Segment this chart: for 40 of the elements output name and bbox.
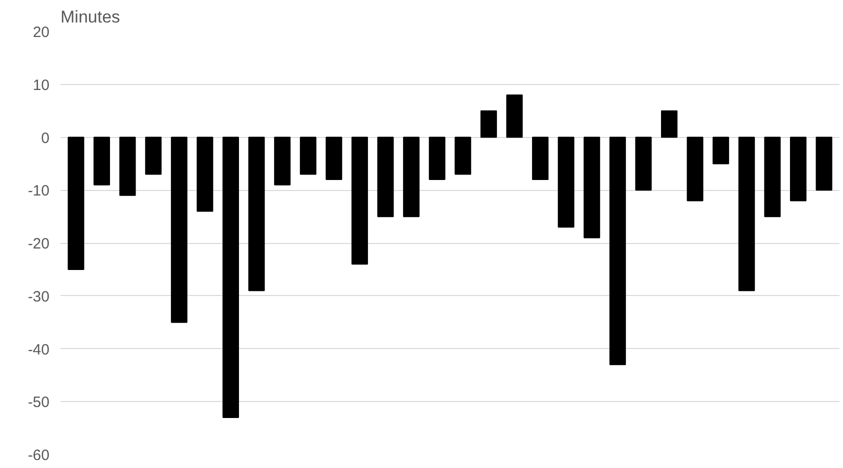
- bar: [248, 136, 265, 292]
- bar: [635, 136, 652, 191]
- y-tick-label: -60: [28, 447, 50, 464]
- bar: [661, 110, 678, 138]
- y-tick-label: -30: [28, 288, 50, 306]
- y-tick-label: 0: [41, 130, 50, 147]
- bar: [170, 136, 188, 323]
- bar: [428, 136, 446, 180]
- bar: [119, 136, 136, 196]
- bar: [377, 136, 394, 218]
- bar: [532, 136, 549, 180]
- bar: [686, 136, 704, 202]
- bar: [94, 136, 110, 186]
- bar: [790, 136, 806, 202]
- bar: [506, 94, 523, 138]
- bar: [454, 136, 472, 175]
- bar: [196, 136, 214, 212]
- bar: [222, 136, 239, 418]
- bar: [68, 136, 84, 270]
- bar: [326, 136, 342, 180]
- bar: [738, 136, 755, 292]
- bar: [609, 136, 626, 366]
- y-tick-label: -40: [28, 341, 50, 358]
- bar: [584, 136, 600, 238]
- y-tick-label: 10: [32, 76, 50, 94]
- y-tick-label: -10: [28, 182, 50, 200]
- y-axis-title: Minutes: [60, 8, 120, 26]
- y-tick-label: -20: [28, 236, 50, 252]
- bar: [351, 136, 368, 265]
- bar: [403, 136, 420, 218]
- y-tick-label: 20: [32, 24, 50, 41]
- y-tick-label: -50: [28, 394, 50, 412]
- bar: [274, 136, 291, 186]
- bar: [816, 136, 832, 191]
- bar: [480, 110, 497, 138]
- bar: [764, 136, 781, 218]
- bar: [558, 136, 574, 228]
- bar: [712, 136, 730, 164]
- bar: [145, 136, 162, 175]
- bar: [300, 136, 316, 175]
